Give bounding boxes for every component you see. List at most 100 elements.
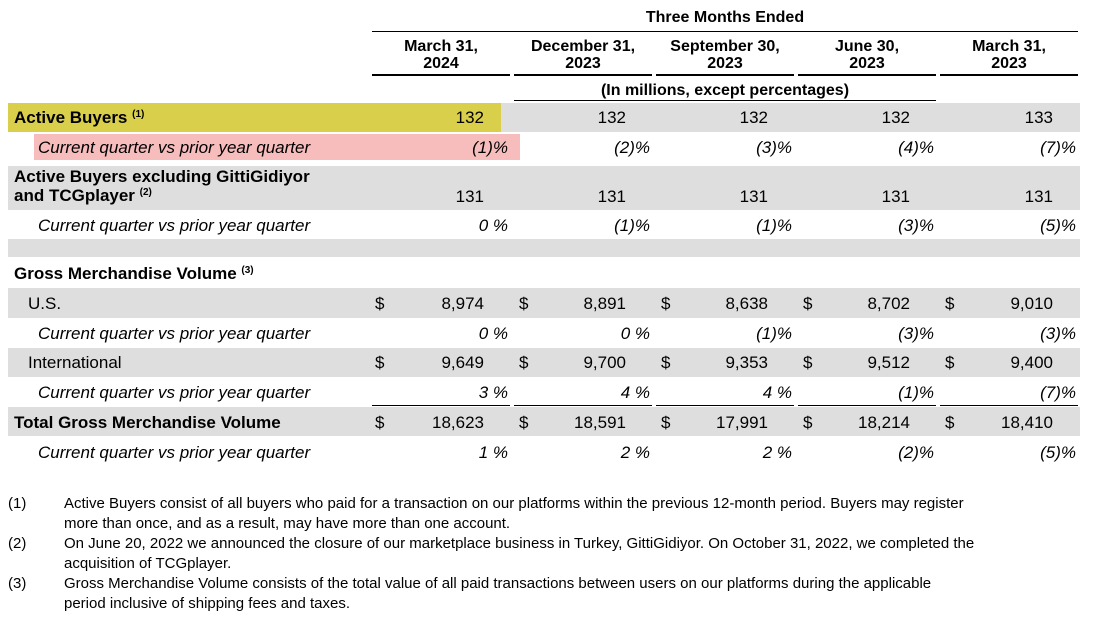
active-buyers-value-1: 132 [455,108,484,127]
highlight-active-buyers-yoy [34,134,520,160]
header-underline [372,31,1078,32]
us-yoy-5: (3)% [1040,324,1076,343]
column-header-3: September 30, 2023 [670,38,780,72]
column-header-5: March 31, 2023 [972,38,1046,72]
total-currency-2: $ [519,413,529,432]
footnote-number-1: (1) [8,495,27,512]
row-shade-us [8,288,1080,318]
intl-currency-4: $ [803,353,813,372]
row-label-active-buyers: Active Buyers (1) [14,108,145,127]
row-label-active-buyers-excl-yoy: Current quarter vs prior year quarter [38,216,311,235]
total-rule-2 [514,405,652,406]
us-yoy-3: (1)% [756,324,792,343]
intl-currency-5: $ [945,353,955,372]
total-currency-4: $ [803,413,813,432]
row-label-us: U.S. [28,294,62,313]
us-yoy-1: 0 % [478,324,508,343]
us-value-1: 8,974 [441,294,484,313]
intl-value-1: 9,649 [441,353,484,372]
intl-value-4: 9,512 [867,353,910,372]
footnote-number-3: (3) [8,575,27,592]
us-currency-3: $ [661,294,671,313]
active-buyers-excl-yoy-3: (1)% [756,216,792,235]
intl-currency-2: $ [519,353,529,372]
us-value-4: 8,702 [867,294,910,313]
us-value-5: 9,010 [1010,294,1053,313]
section-heading-gmv: Gross Merchandise Volume (3) [14,264,254,283]
intl-yoy-1: 3 % [478,383,508,402]
us-yoy-2: 0 % [620,324,650,343]
total-value-1: 18,623 [432,413,484,432]
us-currency-1: $ [375,294,385,313]
active-buyers-excl-yoy-5: (5)% [1040,216,1076,235]
us-value-3: 8,638 [725,294,768,313]
total-yoy-4: (2)% [898,443,934,462]
active-buyers-value-5: 133 [1024,108,1053,127]
row-label-active-buyers-yoy: Current quarter vs prior year quarter [38,138,311,157]
column-underline-2 [514,74,652,76]
row-shade-spacer [8,239,1080,257]
footnote-number-2: (2) [8,535,27,552]
row-label-intl-yoy: Current quarter vs prior year quarter [38,383,311,402]
intl-value-5: 9,400 [1010,353,1053,372]
intl-currency-3: $ [661,353,671,372]
intl-value-3: 9,353 [725,353,768,372]
total-rule-1 [372,405,510,406]
us-currency-2: $ [519,294,529,313]
intl-yoy-4: (1)% [898,383,934,402]
active-buyers-yoy-2: (2)% [614,138,650,157]
us-currency-5: $ [945,294,955,313]
active-buyers-yoy-3: (3)% [756,138,792,157]
total-currency-3: $ [661,413,671,432]
row-label-us-yoy: Current quarter vs prior year quarter [38,324,311,343]
active-buyers-excl-value-4: 131 [881,187,910,206]
active-buyers-yoy-4: (4)% [898,138,934,157]
row-shade-intl [8,348,1080,377]
intl-yoy-5: (7)% [1040,383,1076,402]
column-underline-1 [372,74,510,76]
active-buyers-excl-value-1: 131 [455,187,484,206]
row-label-total-gmv: Total Gross Merchandise Volume [14,413,281,432]
footnote-1: Active Buyers consist of all buyers who … [64,495,964,532]
active-buyers-value-2: 132 [597,108,626,127]
column-underline-3 [656,74,794,76]
row-label-international: International [28,353,122,372]
active-buyers-excl-yoy-1: 0 % [478,216,508,235]
active-buyers-yoy-5: (7)% [1040,138,1076,157]
total-yoy-3: 2 % [762,443,792,462]
total-rule-3 [656,405,794,406]
highlight-active-buyers [8,103,501,132]
us-value-2: 8,891 [583,294,626,313]
column-header-1: March 31, 2024 [404,38,478,72]
total-currency-1: $ [375,413,385,432]
active-buyers-excl-yoy-2: (1)% [614,216,650,235]
total-rule-4 [798,405,936,406]
footnote-2: On June 20, 2022 we announced the closur… [64,535,975,572]
total-value-3: 17,991 [716,413,768,432]
active-buyers-value-3: 132 [739,108,768,127]
row-shade-total [8,407,1080,436]
column-underline-4 [798,74,936,76]
intl-yoy-3: 4 % [762,383,792,402]
active-buyers-value-4: 132 [881,108,910,127]
units-underline [514,100,936,101]
us-currency-4: $ [803,294,813,313]
intl-value-2: 9,700 [583,353,626,372]
total-currency-5: $ [945,413,955,432]
row-label-total-yoy: Current quarter vs prior year quarter [38,443,311,462]
total-rule-5 [940,405,1078,406]
active-buyers-excl-value-3: 131 [739,187,768,206]
total-yoy-1: 1 % [478,443,508,462]
column-header-4: June 30, 2023 [834,38,900,72]
active-buyers-excl-yoy-4: (3)% [898,216,934,235]
total-yoy-5: (5)% [1040,443,1076,462]
total-value-5: 18,410 [1001,413,1053,432]
active-buyers-excl-value-2: 131 [597,187,626,206]
active-buyers-yoy-1: (1)% [472,138,508,157]
active-buyers-excl-value-5: 131 [1024,187,1053,206]
footnote-3: Gross Merchandise Volume consists of the… [64,575,932,612]
column-header-2: December 31, 2023 [530,38,636,72]
units-note: (In millions, except percentages) [600,82,850,99]
row-shade-active-buyers-excl [8,166,1080,210]
row-label-active-buyers-excl: Active Buyers excluding GittiGidiyor and… [14,167,310,205]
